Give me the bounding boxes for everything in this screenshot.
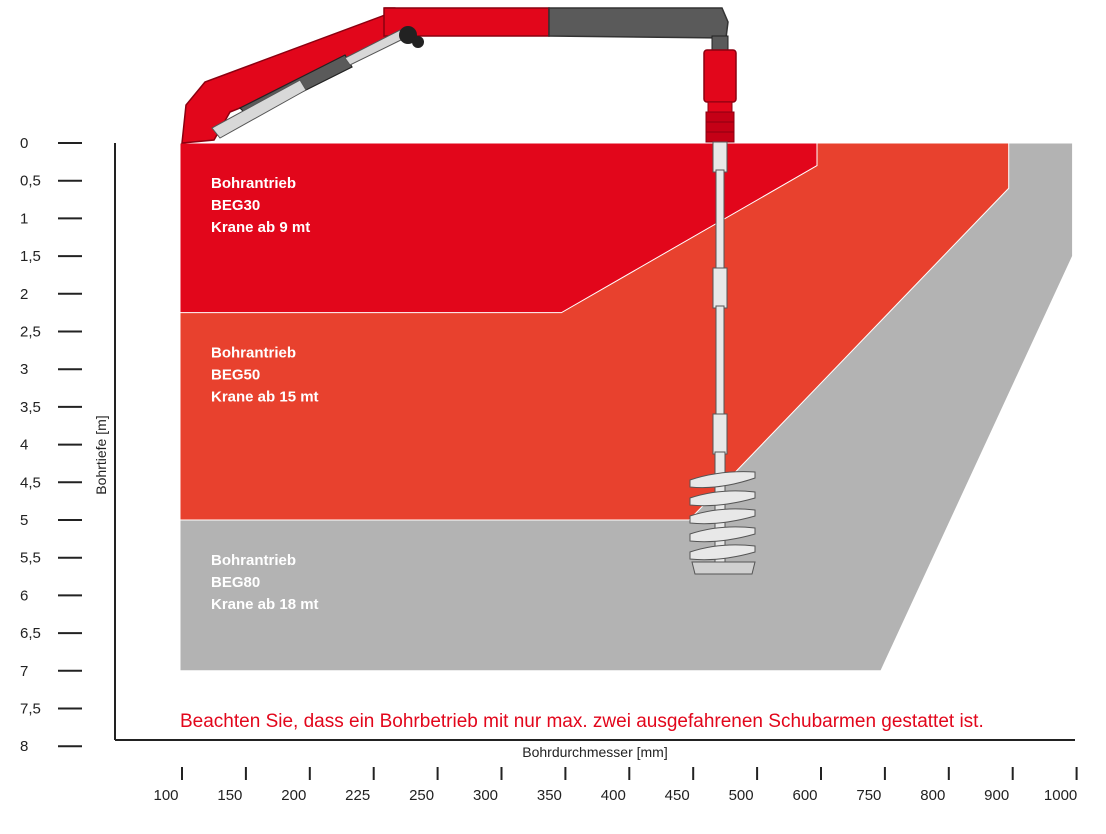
y-tick-label: 7,5	[20, 701, 41, 718]
y-tick-label: 0,5	[20, 173, 41, 190]
x-tick-label: 150	[217, 787, 242, 804]
y-tick-label: 4,5	[20, 474, 41, 491]
x-tick-label: 1000	[1044, 787, 1077, 804]
x-tick-label: 400	[601, 787, 626, 804]
x-tick-label: 300	[473, 787, 498, 804]
x-tick-label: 600	[792, 787, 817, 804]
y-tick-label: 3,5	[20, 399, 41, 416]
x-tick-label: 450	[665, 787, 690, 804]
x-tick-label: 100	[153, 787, 178, 804]
y-tick-label: 1,5	[20, 248, 41, 265]
auger	[689, 141, 756, 575]
x-tick-label: 900	[984, 787, 1009, 804]
x-tick-label: 200	[281, 787, 306, 804]
operation-note: Beachten Sie, dass ein Bohrbetrieb mit n…	[180, 711, 984, 732]
crane-boom	[181, 7, 729, 144]
y-tick-label: 1	[20, 210, 28, 227]
zone-label-line: BEG80	[211, 574, 260, 591]
zone-area-beg30	[179, 142, 818, 314]
y-tick-label: 3	[20, 361, 28, 378]
zone-label-line: Bohrantrieb	[211, 345, 296, 362]
zone-label-line: Bohrantrieb	[211, 552, 296, 569]
x-tick-label: 750	[856, 787, 881, 804]
y-tick-label: 7	[20, 663, 28, 680]
zone-label-line: Krane ab 18 mt	[211, 596, 319, 613]
zone-label-line: Krane ab 9 mt	[211, 219, 310, 236]
zone-label-line: BEG30	[211, 197, 260, 214]
drill-drive	[703, 35, 737, 143]
zones-layer	[179, 142, 1074, 672]
x-tick-label: 225	[345, 787, 370, 804]
x-tick-label: 350	[537, 787, 562, 804]
zone-labels-layer: Bohrantrieb BEG80 Krane ab 18 mt Bohrantrie…	[211, 175, 319, 613]
crane-auger-illustration	[181, 7, 756, 575]
y-tick-label: 5,5	[20, 550, 41, 567]
x-tick-label: 800	[920, 787, 945, 804]
zone-label-line: Krane ab 15 mt	[211, 389, 319, 406]
x-tick-label: 500	[729, 787, 754, 804]
zone-label-line: Bohrantrieb	[211, 175, 296, 192]
y-axis-title: Bohrtiefe [m]	[93, 415, 109, 494]
y-tick-label: 4	[20, 437, 28, 454]
x-tick-label: 250	[409, 787, 434, 804]
y-tick-label: 8	[20, 738, 28, 755]
x-ticks-layer: 100 150 200 225 250 300 350 400 450 500 600 750 800 9…	[153, 767, 1078, 804]
x-axis-title: Bohrdurchmesser [mm]	[522, 744, 667, 760]
zone-label-line: BEG50	[211, 367, 260, 384]
y-tick-label: 6,5	[20, 625, 41, 642]
y-tick-label: 5	[20, 512, 28, 529]
y-ticks-layer: 0 0,5 1 1,5 2 2,5 3 3,5 4 4,5 5 5,5 6 6,5 7 7,5 8	[20, 135, 82, 755]
y-tick-label: 2	[20, 286, 28, 303]
y-tick-label: 0	[20, 135, 28, 152]
y-tick-label: 6	[20, 587, 28, 604]
y-tick-label: 2,5	[20, 324, 41, 341]
